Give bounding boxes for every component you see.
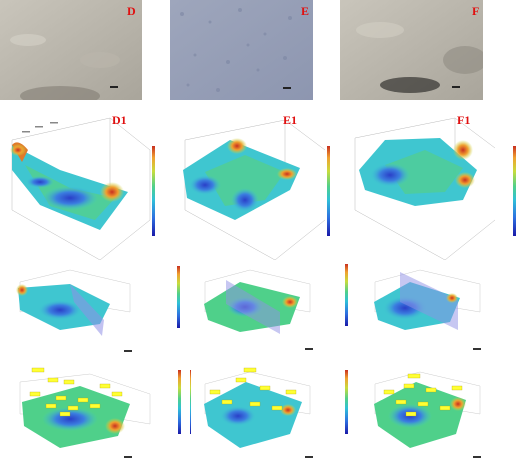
- surface-plot-d1: D1: [0, 110, 165, 260]
- micrograph-e-image: [170, 0, 313, 100]
- surface-d1-label: D1: [112, 113, 127, 127]
- annotated-surface-e-graphic: [190, 367, 313, 458]
- surface-cut-d-graphic: [16, 266, 180, 352]
- surface-e1-graphic: [183, 119, 330, 260]
- colorbar: [152, 146, 155, 236]
- surface-d1-graphic: [10, 117, 155, 260]
- micrograph-f-label: F: [472, 4, 480, 18]
- micrograph-f: F: [340, 0, 483, 100]
- surface-cut-plot-d: [0, 262, 185, 357]
- surface-cut-e-graphic: [204, 269, 313, 350]
- annotated-surface-f: [340, 364, 521, 474]
- surface-cut-f-graphic: [345, 264, 481, 350]
- surface-plot-e1: E1: [175, 110, 340, 260]
- annotation-markers: [29, 367, 123, 417]
- annotated-surface-f-graphic: [345, 370, 481, 458]
- micrograph-d: D: [0, 0, 142, 100]
- surface-cut-plot-f: [340, 262, 521, 357]
- micrograph-f-image: [340, 0, 483, 100]
- surface-e1-label: E1: [283, 113, 298, 127]
- surface-f1-label: F1: [457, 113, 471, 127]
- micrograph-d-label: D: [127, 4, 136, 18]
- micrograph-e-label: E: [301, 4, 310, 18]
- surface-plot-f1: F1: [345, 110, 521, 260]
- surface-cut-plot-e: [190, 262, 325, 357]
- surface-f1-graphic: [354, 117, 516, 260]
- annotated-surface-d: [0, 364, 185, 474]
- annotated-surface-e: [190, 364, 325, 474]
- micrograph-d-image: [0, 0, 142, 100]
- annotated-surface-d-graphic: [19, 367, 181, 458]
- micrograph-e: E: [170, 0, 313, 100]
